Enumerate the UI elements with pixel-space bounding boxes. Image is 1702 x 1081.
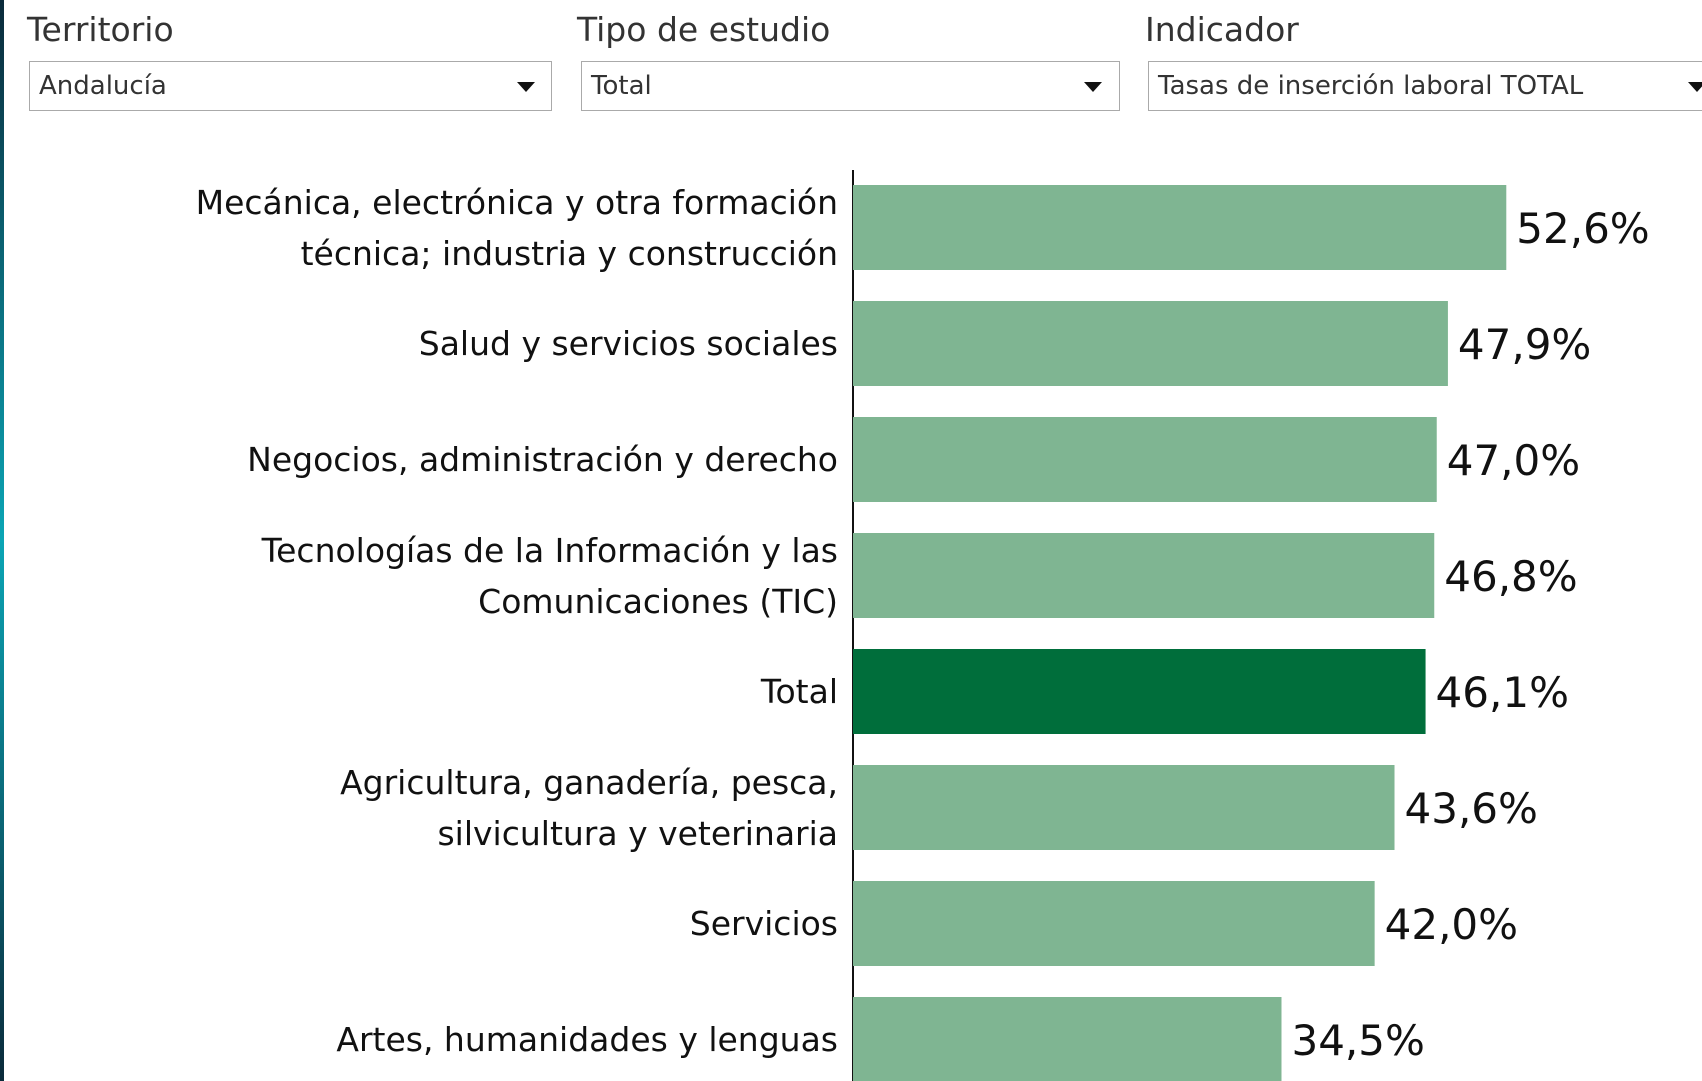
dropdown-arrow[interactable] xyxy=(1688,82,1702,92)
dropdown-arrow[interactable] xyxy=(517,82,535,92)
bar xyxy=(853,765,1395,850)
bar xyxy=(853,301,1448,386)
dropdown[interactable]: Tasas de inserción laboral TOTAL xyxy=(1148,61,1702,111)
category-label: Mecánica, electrónica y otra formación t… xyxy=(195,182,838,273)
bar xyxy=(853,185,1507,270)
bar xyxy=(853,997,1282,1081)
category-label: Tecnologías de la Información y las Comu… xyxy=(261,530,838,621)
dropdown-arrow[interactable] xyxy=(1084,82,1102,92)
value-label: 46,8% xyxy=(1444,552,1577,601)
category-label: Agricultura, ganadería, pesca, silvicult… xyxy=(340,762,838,853)
bar xyxy=(853,649,1426,734)
dropdown[interactable]: Total xyxy=(581,61,1120,111)
value-label: 47,0% xyxy=(1447,436,1580,485)
filter-label: Tipo de estudio xyxy=(577,10,831,49)
filter-label: Indicador xyxy=(1145,10,1299,49)
bar xyxy=(853,417,1437,502)
category-label: Servicios xyxy=(689,904,838,943)
window-edge xyxy=(0,0,4,1081)
value-label: 43,6% xyxy=(1405,784,1538,833)
filter-label: Territorio xyxy=(27,10,174,49)
value-label: 42,0% xyxy=(1385,900,1518,949)
value-label: 34,5% xyxy=(1291,1016,1424,1065)
bar xyxy=(853,533,1435,618)
bar xyxy=(853,881,1375,966)
dropdown[interactable]: Andalucía xyxy=(29,61,552,111)
category-label: Salud y servicios sociales xyxy=(418,324,838,363)
category-label: Total xyxy=(760,672,838,711)
value-label: 46,1% xyxy=(1436,668,1569,717)
value-label: 47,9% xyxy=(1458,320,1591,369)
value-label: 52,6% xyxy=(1516,204,1649,253)
category-label: Negocios, administración y derecho xyxy=(247,440,838,479)
category-label: Artes, humanidades y lenguas xyxy=(336,1020,838,1059)
